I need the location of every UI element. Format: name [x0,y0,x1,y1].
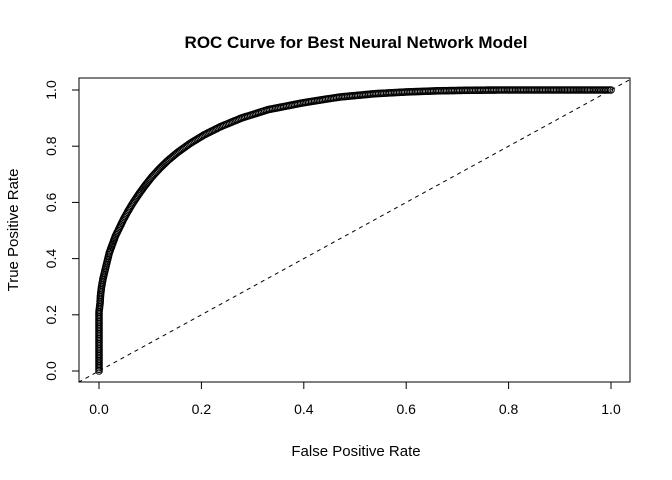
y-tick-label: 0.8 [43,136,59,156]
roc-points [95,86,615,375]
x-tick-label: 0.2 [192,401,212,417]
y-tick-label: 0.4 [43,249,59,269]
y-tick-label: 1.0 [43,80,59,100]
x-axis-label: False Positive Rate [291,443,420,460]
y-tick-label: 0.2 [43,305,59,325]
x-tick-label: 1.0 [601,401,621,417]
roc-point [607,86,615,94]
x-tick-label: 0.8 [499,401,519,417]
chart-title: ROC Curve for Best Neural Network Model [185,33,528,52]
y-axis-label: True Positive Rate [5,169,22,292]
diagonal-reference-line [78,78,632,383]
y-tick-label: 0.6 [43,192,59,212]
y-tick-label: 0.0 [43,361,59,381]
axes: 0.0 0.2 0.4 0.6 0.8 1.0 0.0 0.2 0.4 0.6 0.8 1.0 [43,80,621,417]
x-tick-label: 0.6 [396,401,416,417]
x-tick-label: 0.4 [294,401,314,417]
x-tick-label: 0.0 [89,401,109,417]
plot-frame [78,77,631,383]
